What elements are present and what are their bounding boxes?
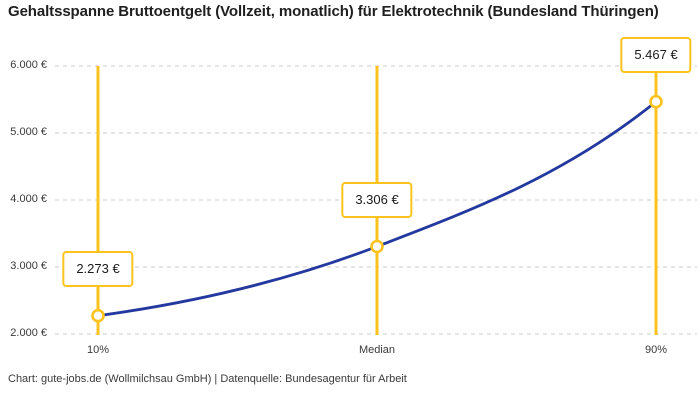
chart-title: Gehaltsspanne Bruttoentgelt (Vollzeit, m…	[8, 3, 659, 20]
y-axis-tick-label: 2.000 €	[10, 327, 47, 339]
y-axis-tick-label: 3.000 €	[10, 260, 47, 272]
value-callout-10percent: 2.273 €	[62, 251, 134, 288]
y-axis-tick-label: 4.000 €	[10, 193, 47, 205]
value-callout-median: 3.306 €	[341, 181, 413, 218]
x-axis-tick-label-median: Median	[358, 344, 396, 356]
chart-source-caption: Chart: gute-jobs.de (Wollmilchsau GmbH) …	[8, 373, 407, 385]
x-axis-tick-label-10percent: 10%	[86, 344, 110, 356]
value-callout-90percent: 5.467 €	[620, 37, 692, 74]
x-axis-tick-label-90percent: 90%	[644, 344, 668, 356]
y-axis-tick-label: 6.000 €	[10, 59, 47, 71]
y-axis-tick-label: 5.000 €	[10, 126, 47, 138]
